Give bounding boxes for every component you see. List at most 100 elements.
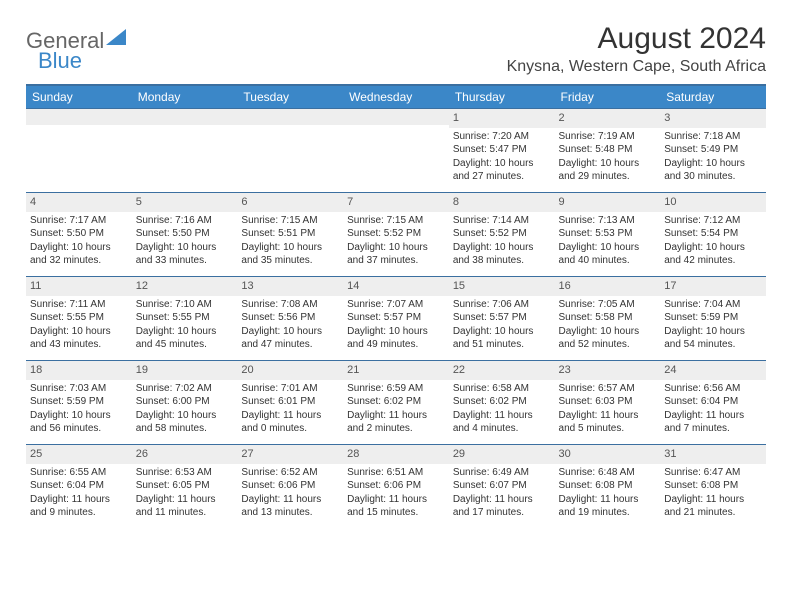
- calendar-day-cell: 30Sunrise: 6:48 AMSunset: 6:08 PMDayligh…: [555, 445, 661, 529]
- day-number: 26: [132, 445, 238, 464]
- day-body: Sunrise: 6:52 AMSunset: 6:06 PMDaylight:…: [237, 464, 343, 524]
- daylight-line: Daylight: 10 hours and 27 minutes.: [453, 157, 551, 184]
- day-number: 29: [449, 445, 555, 464]
- daylight-line: Daylight: 10 hours and 29 minutes.: [559, 157, 657, 184]
- sunset-line: Sunset: 5:54 PM: [664, 227, 762, 241]
- sunset-line: Sunset: 6:04 PM: [664, 395, 762, 409]
- logo-triangle-icon: [106, 29, 126, 45]
- daylight-line: Daylight: 10 hours and 58 minutes.: [136, 409, 234, 436]
- daylight-line: Daylight: 10 hours and 37 minutes.: [347, 241, 445, 268]
- sunset-line: Sunset: 5:50 PM: [136, 227, 234, 241]
- daylight-line: Daylight: 10 hours and 52 minutes.: [559, 325, 657, 352]
- calendar-table: Sunday Monday Tuesday Wednesday Thursday…: [26, 84, 766, 529]
- weekday-header: Tuesday: [237, 85, 343, 109]
- day-body: Sunrise: 7:18 AMSunset: 5:49 PMDaylight:…: [660, 128, 766, 188]
- day-number: 12: [132, 277, 238, 296]
- day-number: [237, 109, 343, 125]
- calendar-day-cell: [343, 109, 449, 193]
- day-body: Sunrise: 6:47 AMSunset: 6:08 PMDaylight:…: [660, 464, 766, 524]
- title-block: August 2024 Knysna, Western Cape, South …: [507, 22, 766, 76]
- calendar-day-cell: 22Sunrise: 6:58 AMSunset: 6:02 PMDayligh…: [449, 361, 555, 445]
- day-number: 18: [26, 361, 132, 380]
- header: General August 2024 Knysna, Western Cape…: [26, 22, 766, 76]
- sunrise-line: Sunrise: 6:52 AM: [241, 466, 339, 480]
- sunset-line: Sunset: 5:57 PM: [453, 311, 551, 325]
- daylight-line: Daylight: 10 hours and 43 minutes.: [30, 325, 128, 352]
- sunrise-line: Sunrise: 7:19 AM: [559, 130, 657, 144]
- sunrise-line: Sunrise: 6:49 AM: [453, 466, 551, 480]
- sunrise-line: Sunrise: 7:01 AM: [241, 382, 339, 396]
- day-number: 28: [343, 445, 449, 464]
- day-number: [343, 109, 449, 125]
- day-number: 27: [237, 445, 343, 464]
- sunrise-line: Sunrise: 6:55 AM: [30, 466, 128, 480]
- location-subtitle: Knysna, Western Cape, South Africa: [507, 58, 766, 76]
- day-body: Sunrise: 7:04 AMSunset: 5:59 PMDaylight:…: [660, 296, 766, 356]
- calendar-day-cell: 16Sunrise: 7:05 AMSunset: 5:58 PMDayligh…: [555, 277, 661, 361]
- sunrise-line: Sunrise: 6:59 AM: [347, 382, 445, 396]
- sunset-line: Sunset: 5:57 PM: [347, 311, 445, 325]
- day-body: [132, 125, 238, 131]
- sunrise-line: Sunrise: 7:07 AM: [347, 298, 445, 312]
- day-body: Sunrise: 6:55 AMSunset: 6:04 PMDaylight:…: [26, 464, 132, 524]
- calendar-week-row: 25Sunrise: 6:55 AMSunset: 6:04 PMDayligh…: [26, 445, 766, 529]
- sunset-line: Sunset: 5:55 PM: [30, 311, 128, 325]
- calendar-day-cell: 23Sunrise: 6:57 AMSunset: 6:03 PMDayligh…: [555, 361, 661, 445]
- calendar-week-row: 18Sunrise: 7:03 AMSunset: 5:59 PMDayligh…: [26, 361, 766, 445]
- sunset-line: Sunset: 6:00 PM: [136, 395, 234, 409]
- sunset-line: Sunset: 5:59 PM: [30, 395, 128, 409]
- calendar-day-cell: 14Sunrise: 7:07 AMSunset: 5:57 PMDayligh…: [343, 277, 449, 361]
- weekday-header-row: Sunday Monday Tuesday Wednesday Thursday…: [26, 85, 766, 109]
- day-number: 15: [449, 277, 555, 296]
- sunset-line: Sunset: 6:05 PM: [136, 479, 234, 493]
- month-title: August 2024: [507, 22, 766, 56]
- day-number: 10: [660, 193, 766, 212]
- sunset-line: Sunset: 5:55 PM: [136, 311, 234, 325]
- calendar-day-cell: 29Sunrise: 6:49 AMSunset: 6:07 PMDayligh…: [449, 445, 555, 529]
- day-number: 5: [132, 193, 238, 212]
- daylight-line: Daylight: 10 hours and 30 minutes.: [664, 157, 762, 184]
- day-body: Sunrise: 7:10 AMSunset: 5:55 PMDaylight:…: [132, 296, 238, 356]
- day-number: 9: [555, 193, 661, 212]
- daylight-line: Daylight: 10 hours and 42 minutes.: [664, 241, 762, 268]
- daylight-line: Daylight: 11 hours and 17 minutes.: [453, 493, 551, 520]
- day-number: [26, 109, 132, 125]
- day-number: 17: [660, 277, 766, 296]
- logo-text-blue: Blue: [38, 48, 82, 74]
- day-body: Sunrise: 7:14 AMSunset: 5:52 PMDaylight:…: [449, 212, 555, 272]
- day-body: Sunrise: 7:06 AMSunset: 5:57 PMDaylight:…: [449, 296, 555, 356]
- sunset-line: Sunset: 5:52 PM: [453, 227, 551, 241]
- calendar-week-row: 11Sunrise: 7:11 AMSunset: 5:55 PMDayligh…: [26, 277, 766, 361]
- day-number: 20: [237, 361, 343, 380]
- sunset-line: Sunset: 6:02 PM: [453, 395, 551, 409]
- calendar-week-row: 1Sunrise: 7:20 AMSunset: 5:47 PMDaylight…: [26, 109, 766, 193]
- day-body: Sunrise: 7:03 AMSunset: 5:59 PMDaylight:…: [26, 380, 132, 440]
- sunset-line: Sunset: 5:59 PM: [664, 311, 762, 325]
- day-body: Sunrise: 7:17 AMSunset: 5:50 PMDaylight:…: [26, 212, 132, 272]
- day-body: Sunrise: 7:02 AMSunset: 6:00 PMDaylight:…: [132, 380, 238, 440]
- calendar-day-cell: 12Sunrise: 7:10 AMSunset: 5:55 PMDayligh…: [132, 277, 238, 361]
- calendar-day-cell: 8Sunrise: 7:14 AMSunset: 5:52 PMDaylight…: [449, 193, 555, 277]
- daylight-line: Daylight: 10 hours and 45 minutes.: [136, 325, 234, 352]
- day-body: Sunrise: 6:59 AMSunset: 6:02 PMDaylight:…: [343, 380, 449, 440]
- calendar-day-cell: 27Sunrise: 6:52 AMSunset: 6:06 PMDayligh…: [237, 445, 343, 529]
- day-number: 23: [555, 361, 661, 380]
- calendar-day-cell: 9Sunrise: 7:13 AMSunset: 5:53 PMDaylight…: [555, 193, 661, 277]
- sunrise-line: Sunrise: 7:02 AM: [136, 382, 234, 396]
- day-body: Sunrise: 7:13 AMSunset: 5:53 PMDaylight:…: [555, 212, 661, 272]
- sunrise-line: Sunrise: 7:15 AM: [347, 214, 445, 228]
- calendar-day-cell: 2Sunrise: 7:19 AMSunset: 5:48 PMDaylight…: [555, 109, 661, 193]
- sunset-line: Sunset: 5:49 PM: [664, 143, 762, 157]
- calendar-day-cell: 7Sunrise: 7:15 AMSunset: 5:52 PMDaylight…: [343, 193, 449, 277]
- day-number: 6: [237, 193, 343, 212]
- sunset-line: Sunset: 6:02 PM: [347, 395, 445, 409]
- day-number: 30: [555, 445, 661, 464]
- day-number: 25: [26, 445, 132, 464]
- day-number: 14: [343, 277, 449, 296]
- sunrise-line: Sunrise: 7:18 AM: [664, 130, 762, 144]
- sunrise-line: Sunrise: 7:06 AM: [453, 298, 551, 312]
- calendar-day-cell: 11Sunrise: 7:11 AMSunset: 5:55 PMDayligh…: [26, 277, 132, 361]
- daylight-line: Daylight: 11 hours and 15 minutes.: [347, 493, 445, 520]
- day-body: Sunrise: 7:15 AMSunset: 5:52 PMDaylight:…: [343, 212, 449, 272]
- sunrise-line: Sunrise: 7:13 AM: [559, 214, 657, 228]
